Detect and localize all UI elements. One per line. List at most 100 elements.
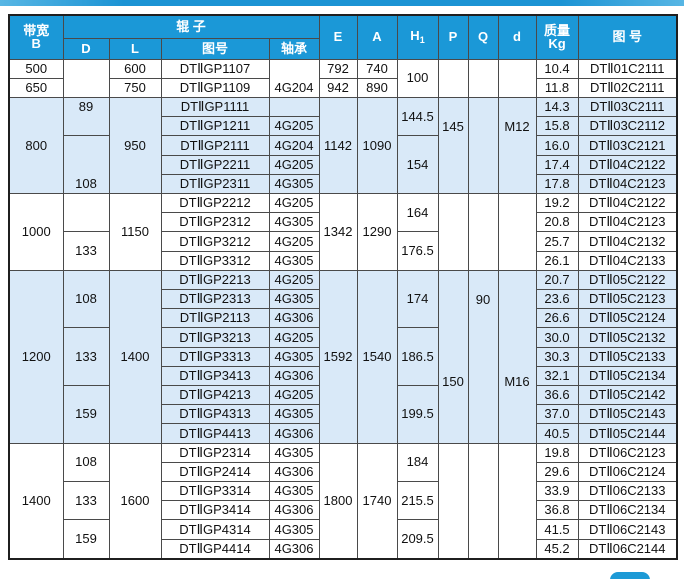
table-cell: 14.3 [535,96,579,118]
table-cell: DTⅡ04C2123 [577,212,678,233]
table-cell: 4G305 [268,212,320,233]
table-cell: DTⅡ06C2124 [577,461,678,482]
header-a: A [356,14,398,60]
table-cell: 792 [318,58,358,79]
table-cell: DTⅡ05C2124 [577,308,678,329]
table-cell: 20.7 [535,269,579,290]
table-row: DTⅡGP3413 4G306 32.1 DTⅡ05C2134 [9,365,678,386]
table-cell: DTⅡ05C2134 [577,365,678,386]
table-cell: 4G305 [268,404,320,425]
header-roller-group: 辊 子 [62,14,320,39]
table-cell: DTⅡGP2311 [160,173,270,194]
table-cell: DTⅡGP4213 [160,384,270,406]
table-cell: 33.9 [535,480,579,502]
table-cell: DTⅡ04C2122 [577,192,678,214]
table-cell [497,58,537,98]
table-cell: 890 [356,77,398,98]
header-sub-drawing: 图号 [160,37,270,60]
header-bandwidth: 带宽 B [8,14,64,60]
header-p: P [437,14,469,60]
table-cell: 4G205 [268,116,320,137]
table-cell [268,96,320,118]
table-cell: 4G306 [268,308,320,329]
table-cell: 164 [396,192,439,233]
table-cell: 30.0 [535,327,579,348]
table-cell: 30.3 [535,346,579,367]
table-cell: DTⅡGP2314 [160,442,270,463]
table-cell: DTⅡ06C2123 [577,442,678,463]
table-row: DTⅡGP2211 4G205 17.4 DTⅡ04C2122 [9,154,678,175]
table-cell [62,58,110,98]
header-mass: 质量 Kg [535,14,579,60]
table-cell: 100 [396,58,439,98]
table-cell: 1740 [356,442,398,560]
table-cell: 133 [62,327,110,386]
table-cell: 17.4 [535,154,579,175]
table-row: 500 600 DTⅡGP1107 4G204 792 740 100 10.4 DTⅡ01C2… [8,58,678,98]
table-cell: 4G205 [268,231,320,252]
table-cell: 4G305 [268,346,320,367]
table-cell: 4G305 [268,250,320,271]
table-cell [437,442,469,560]
table-cell: 1592 [318,269,358,444]
table-cell: DTⅡ05C2123 [577,288,678,310]
table-cell: 16.0 [535,135,579,156]
table-cell [437,58,469,98]
table-cell: 1400 [8,442,64,560]
table-cell: DTⅡGP2211 [160,154,270,175]
table-cell: 942 [318,77,358,98]
table-cell: DTⅡ04C2133 [577,250,678,271]
table-cell: 19.8 [535,442,579,463]
table-cell: 1600 [108,442,162,560]
table-row: DTⅡGP4313 4G305 37.0 DTⅡ05C2143 [9,404,678,425]
table-cell: DTⅡ03C2111 [577,96,678,118]
table-cell: 15.8 [535,116,579,137]
table-cell: DTⅡGP1109 [160,77,270,98]
table-cell: 4G204 [268,58,320,98]
header-row-1: 带宽 B 辊 子 E A H1 P Q d 质量 Kg 图 号 [8,14,678,60]
table-cell: 1000 [8,192,64,271]
table-cell: M16 [497,269,537,444]
table-cell: 89 [62,96,110,137]
table-cell: DTⅡ06C2134 [577,500,678,521]
table-row: 133 DTⅡGP3212 4G205 176.5 25.7 DTⅡ04C2132 [9,231,678,271]
table-cell: 23.6 [535,288,579,310]
table-cell: 4G306 [268,365,320,386]
table-cell: DTⅡ03C2112 [577,116,678,137]
table-cell [437,192,469,271]
table-cell: DTⅡGP4313 [160,404,270,425]
table-cell: DTⅡGP2414 [160,461,270,482]
header-h1-base: H [410,28,420,44]
header-e: E [318,14,358,60]
table-cell: DTⅡGP3212 [160,231,270,252]
table-cell: 108 [62,269,110,329]
table-cell: DTⅡGP2113 [160,308,270,329]
header-drawing-no: 图 号 [577,14,678,60]
table-row: DTⅡGP3312 4G305 26.1 DTⅡ04C2133 [9,250,678,271]
table-cell: 950 [108,96,162,194]
table-cell: DTⅡ05C2144 [577,423,678,444]
table-cell: 45.2 [535,538,579,560]
table-row: DTⅡGP2312 4G305 20.8 DTⅡ04C2123 [9,212,678,233]
table-cell: 215.5 [396,480,439,521]
table-row: 133 DTⅡGP3314 4G305 215.5 33.9 DTⅡ06C2133 [9,480,678,521]
table-row: DTⅡGP2414 4G306 29.6 DTⅡ06C2124 [9,461,678,482]
table-cell: 4G204 [268,135,320,156]
table-cell: 1142 [318,96,358,194]
table-cell: 4G305 [268,519,320,540]
table-cell [467,442,499,560]
table-cell: 40.5 [535,423,579,444]
table-cell: 1342 [318,192,358,271]
table-row: DTⅡGP3414 4G306 36.8 DTⅡ06C2134 [9,500,678,521]
table-cell: 29.6 [535,461,579,482]
table-cell: DTⅡGP4414 [160,538,270,560]
table-cell: 4G305 [268,288,320,310]
spec-table-body: 500 600 DTⅡGP1107 4G204 792 740 100 10.4 DTⅡ01C2… [8,58,678,560]
table-cell: DTⅡ06C2143 [577,519,678,540]
table-cell: 800 [8,96,64,194]
table-cell: 32.1 [535,365,579,386]
table-cell: DTⅡ05C2132 [577,327,678,348]
table-cell: 650 [8,77,64,98]
table-cell: 36.6 [535,384,579,406]
